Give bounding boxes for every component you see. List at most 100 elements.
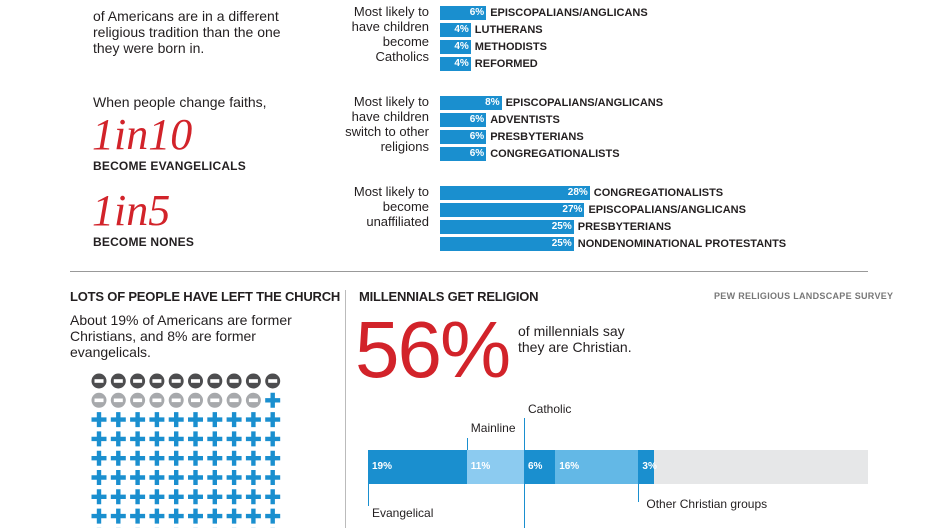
plus-icon bbox=[226, 508, 242, 524]
stacked-bar-value-label: 19% bbox=[372, 461, 393, 472]
bar-category-label: CONGREGATIONALISTS bbox=[490, 148, 620, 160]
bar-value-label: 25% bbox=[551, 221, 572, 232]
stacked-bar-segment: 3% bbox=[638, 450, 657, 484]
bar bbox=[440, 57, 471, 71]
bar-category-label: ADVENTISTS bbox=[490, 114, 560, 126]
bar-group-catholics: 6% EPISCOPALIANS/ANGLICANS 4% LUTHERANS 4% ME… bbox=[440, 6, 860, 72]
plus-icon bbox=[149, 508, 165, 524]
plus-icon bbox=[149, 412, 165, 428]
stacked-bar-segment: 11% bbox=[466, 450, 524, 484]
plus-icon bbox=[110, 450, 126, 466]
plus-icon bbox=[245, 450, 261, 466]
plus-icon bbox=[91, 431, 107, 447]
plus-icon bbox=[207, 489, 223, 505]
minus-icon-glyph bbox=[229, 398, 239, 403]
bar-value-label: 25% bbox=[551, 238, 572, 249]
plus-icon bbox=[91, 412, 107, 428]
plus-icon bbox=[245, 470, 261, 485]
plus-icon bbox=[130, 508, 146, 524]
minus-icon-glyph bbox=[248, 398, 258, 403]
minus-icon-glyph bbox=[133, 379, 143, 383]
bar bbox=[440, 237, 574, 251]
plus-icon bbox=[226, 470, 242, 485]
minus-icon-glyph bbox=[268, 379, 278, 383]
bar-category-label: CONGREGATIONALISTS bbox=[593, 187, 724, 199]
millennials-text: of millennials say they are Christian. bbox=[518, 323, 632, 355]
plus-icon bbox=[188, 470, 203, 485]
plus-icon bbox=[245, 508, 261, 524]
plus-icon bbox=[226, 412, 242, 428]
minus-icon-glyph bbox=[191, 379, 200, 383]
plus-icon bbox=[245, 431, 261, 447]
bar-category-label: NONDENOMINATIONAL PROTESTANTS bbox=[577, 238, 787, 250]
callout-line bbox=[638, 484, 640, 502]
bar-category-label: EPISCOPALIANS/ANGLICANS bbox=[490, 7, 648, 19]
plus-icon bbox=[188, 412, 203, 428]
plus-icon bbox=[207, 470, 223, 485]
bar-category-label: EPISCOPALIANS/ANGLICANS bbox=[505, 97, 664, 109]
group-label-unaffiliated: Most likely to become unaffiliated bbox=[353, 184, 429, 229]
plus-icon bbox=[245, 489, 261, 505]
plus-icon bbox=[226, 431, 242, 447]
stacked-bar-value-label: 16% bbox=[559, 461, 580, 472]
stacked-bar-segment: 6% bbox=[524, 450, 556, 484]
plus-icon bbox=[265, 508, 281, 524]
bar bbox=[440, 186, 590, 200]
minus-icon-glyph bbox=[229, 379, 239, 383]
plus-icon bbox=[91, 470, 107, 485]
change-faiths-intro: When people change faiths, bbox=[93, 94, 267, 110]
bar-category-label: METHODISTS bbox=[474, 41, 547, 53]
minus-icon-glyph bbox=[248, 379, 258, 383]
stat-1in5-label: BECOME NONES bbox=[93, 235, 195, 249]
bar bbox=[440, 203, 585, 217]
minus-icon-glyph bbox=[94, 398, 104, 403]
bar-category-label: PRESBYTERIANS bbox=[577, 221, 672, 233]
left-church-title: LOTS OF PEOPLE HAVE LEFT THE CHURCH bbox=[70, 289, 341, 304]
plus-icon bbox=[245, 412, 261, 428]
plus-icon bbox=[168, 431, 184, 447]
plus-icon bbox=[110, 412, 126, 428]
plus-icon bbox=[207, 431, 223, 447]
callout-line bbox=[466, 438, 468, 450]
plus-icon bbox=[226, 489, 242, 505]
plus-icon bbox=[110, 470, 126, 485]
stacked-bar-value-label: 11% bbox=[470, 461, 491, 472]
callout-label: Evangelical bbox=[372, 506, 434, 520]
bar bbox=[440, 147, 487, 161]
bar bbox=[440, 113, 487, 127]
plus-icon bbox=[91, 489, 107, 505]
minus-icon-glyph bbox=[171, 398, 181, 403]
stat-1in10: 1in10 bbox=[92, 110, 193, 159]
stacked-bar-segment: 16% bbox=[555, 450, 639, 484]
plus-icon bbox=[91, 508, 107, 524]
bar bbox=[440, 23, 471, 37]
millennials-title: MILLENNIALS GET RELIGION bbox=[359, 289, 539, 304]
plus-icon bbox=[168, 470, 184, 485]
minus-icon-glyph bbox=[152, 398, 162, 403]
callout-line bbox=[368, 484, 369, 506]
callout-line bbox=[524, 484, 525, 528]
bar-category-label: PRESBYTERIANS bbox=[490, 131, 584, 143]
plus-icon bbox=[265, 470, 281, 485]
plus-icon bbox=[149, 431, 165, 447]
bar bbox=[440, 220, 574, 234]
bar-group-other-religions: 8% EPISCOPALIANS/ANGLICANS 6% ADVENTISTS 6% P… bbox=[440, 96, 860, 162]
bar-value-label: 6% bbox=[469, 114, 485, 125]
minus-icon-glyph bbox=[210, 379, 220, 383]
plus-icon bbox=[265, 489, 281, 505]
group-label-catholics: Most likely to have children become Cath… bbox=[351, 4, 429, 64]
plus-icon bbox=[149, 450, 165, 466]
bar bbox=[440, 40, 471, 54]
callout-label: Other Christian groups bbox=[646, 497, 768, 511]
plus-icon bbox=[130, 412, 146, 428]
stat-1in5: 1in5 bbox=[92, 186, 171, 235]
vertical-divider bbox=[345, 290, 346, 528]
minus-icon-glyph bbox=[171, 379, 181, 383]
people-icon-grid bbox=[91, 373, 281, 528]
plus-icon bbox=[110, 489, 126, 505]
plus-icon bbox=[265, 412, 281, 428]
plus-icon bbox=[188, 489, 203, 505]
horizontal-divider bbox=[70, 271, 868, 272]
bar-category-label: REFORMED bbox=[474, 58, 538, 70]
bar-value-label: 6% bbox=[469, 148, 485, 159]
